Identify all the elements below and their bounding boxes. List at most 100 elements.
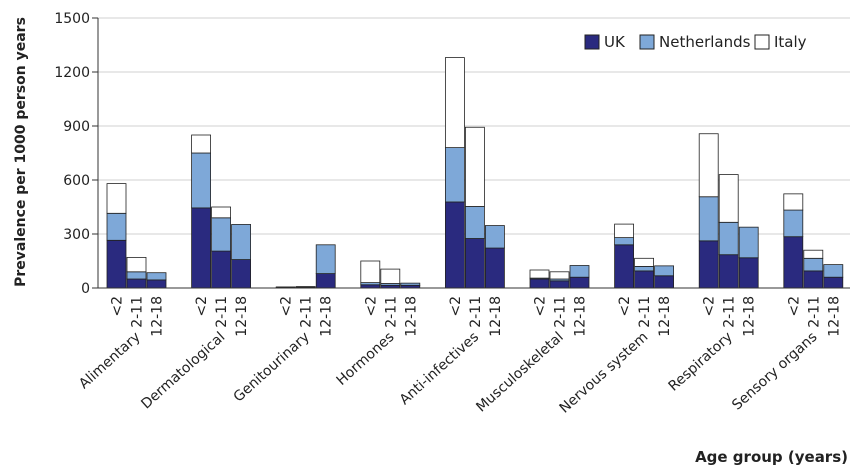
age-group-label: 2-11 bbox=[806, 296, 822, 328]
age-group-label: <2 bbox=[363, 296, 379, 317]
legend-label: Italy bbox=[774, 33, 807, 51]
age-group-label: <2 bbox=[279, 296, 295, 317]
bar-segment bbox=[803, 257, 824, 272]
age-group-label: <2 bbox=[448, 296, 464, 317]
age-group-label: 12-18 bbox=[403, 296, 419, 337]
age-group-label: 2-11 bbox=[468, 296, 484, 328]
category-label: Sensory organs bbox=[729, 329, 820, 413]
bar-segment bbox=[106, 239, 127, 289]
category-label: Dermatological bbox=[138, 329, 228, 412]
bar-segment bbox=[738, 257, 759, 289]
bar-segment bbox=[569, 276, 590, 289]
bar-segment bbox=[484, 247, 505, 289]
bar-segment bbox=[614, 244, 634, 289]
axes: 0 300 600 900 1200 1500 bbox=[54, 11, 850, 297]
age-group-label: 2-11 bbox=[553, 296, 569, 328]
category-label: Alimentary bbox=[76, 329, 144, 392]
age-group-label: 2-11 bbox=[383, 296, 399, 328]
bar-segment bbox=[231, 259, 252, 289]
y-tick-label: 600 bbox=[63, 173, 90, 189]
legend-swatch bbox=[754, 34, 770, 50]
legend-label: Netherlands bbox=[659, 33, 751, 51]
age-group-label: 2-11 bbox=[130, 296, 146, 328]
bar-segment bbox=[146, 272, 167, 281]
age-group-label: 2-11 bbox=[299, 296, 315, 328]
bar-segment bbox=[444, 201, 465, 289]
bar-segment bbox=[718, 174, 739, 223]
bar-segment bbox=[803, 249, 824, 259]
bar-segment bbox=[718, 254, 739, 289]
age-group-label: <2 bbox=[617, 296, 633, 317]
bar-segment bbox=[614, 237, 634, 246]
bar-segment bbox=[126, 278, 147, 289]
bar-segment bbox=[803, 270, 824, 289]
bar-segment bbox=[634, 265, 654, 272]
bar-segment bbox=[275, 286, 296, 288]
bar-segment bbox=[360, 260, 381, 284]
bar-segment bbox=[211, 217, 232, 252]
bar-segment bbox=[783, 193, 804, 211]
bar-segment bbox=[400, 282, 421, 286]
bar-segment bbox=[106, 183, 127, 214]
age-group-label: 12-18 bbox=[826, 296, 842, 337]
category-label: Respiratory bbox=[666, 329, 736, 395]
bar-segment bbox=[698, 196, 719, 242]
legend-swatch bbox=[584, 34, 600, 50]
bar-segment bbox=[738, 226, 759, 259]
bar-segment bbox=[654, 275, 674, 289]
bar-segment bbox=[126, 256, 147, 273]
bar-segment bbox=[295, 286, 316, 288]
bar-segment bbox=[146, 279, 167, 289]
bar-segment bbox=[464, 206, 485, 239]
bar-segment bbox=[529, 269, 550, 279]
y-tick-label: 1200 bbox=[54, 65, 90, 81]
bar-segment bbox=[191, 134, 212, 154]
age-group-label: <2 bbox=[702, 296, 718, 317]
bar-segment bbox=[231, 224, 252, 260]
bar-segment bbox=[106, 212, 127, 241]
bar-segment bbox=[211, 206, 232, 219]
bar-segment bbox=[654, 265, 674, 277]
bar-segment bbox=[823, 276, 844, 289]
age-group-label: 12-18 bbox=[742, 296, 758, 337]
age-group-label: 12-18 bbox=[319, 296, 335, 337]
category-label: Nervous system bbox=[557, 329, 652, 416]
bar-segment bbox=[191, 207, 212, 289]
x-axis-title: Age group (years) bbox=[695, 448, 848, 466]
age-group-label: 12-18 bbox=[573, 296, 589, 337]
bar-segment bbox=[783, 236, 804, 289]
bar-segment bbox=[444, 147, 465, 203]
y-tick-label: 900 bbox=[63, 119, 90, 135]
age-group-label: 2-11 bbox=[637, 296, 653, 328]
legend-swatch bbox=[639, 34, 655, 50]
bar-segment bbox=[464, 238, 485, 289]
category-label: Genitourinary bbox=[231, 329, 313, 405]
y-tick-label: 1500 bbox=[54, 11, 90, 27]
bar-segment bbox=[634, 257, 654, 267]
y-axis-title: Prevalence per 1000 person years bbox=[13, 17, 29, 287]
age-group-label: 12-18 bbox=[234, 296, 250, 337]
age-group-label: <2 bbox=[110, 296, 126, 317]
bar-segment bbox=[549, 280, 570, 289]
category-label: Anti-infectives bbox=[397, 329, 482, 408]
bar-segment bbox=[315, 244, 336, 275]
legend: UK Netherlands Italy bbox=[584, 33, 807, 51]
y-tick-label: 300 bbox=[63, 227, 90, 243]
legend-label: UK bbox=[604, 33, 626, 51]
bar-segment bbox=[484, 225, 505, 249]
bar-segment bbox=[783, 209, 804, 238]
bars bbox=[106, 57, 844, 289]
bar-segment bbox=[549, 271, 570, 280]
age-group-label: <2 bbox=[786, 296, 802, 317]
bar-segment bbox=[464, 126, 485, 207]
y-tick-label: 0 bbox=[81, 281, 90, 297]
bar-segment bbox=[634, 270, 654, 289]
bar-segment bbox=[126, 271, 147, 280]
age-group-label: 2-11 bbox=[722, 296, 738, 328]
bar-segment bbox=[698, 240, 719, 289]
bar-segment bbox=[211, 250, 232, 289]
bar-segment bbox=[444, 57, 465, 148]
bar-segment bbox=[380, 268, 401, 284]
